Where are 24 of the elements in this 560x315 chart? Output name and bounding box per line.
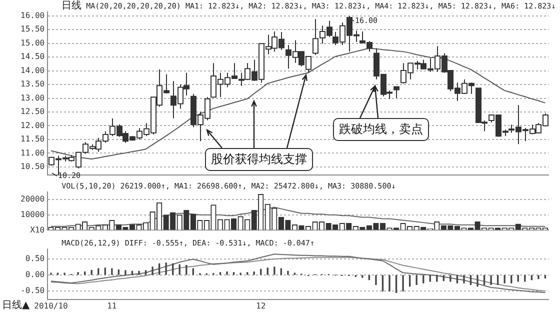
y-tick-label: X10 xyxy=(30,225,45,234)
y-tick-label: 11.50 xyxy=(20,134,45,144)
annotation: 跌破均线，卖点 xyxy=(333,118,429,141)
y-tick-label: -0.50 xyxy=(20,286,45,296)
y-tick-label: 14.00 xyxy=(20,66,45,75)
annotation: 股价获得均线支撑 xyxy=(205,148,313,171)
y-tick-label: 11.00 xyxy=(20,148,45,158)
x-tick-label: 2010/10 xyxy=(34,301,68,310)
y-tick-label: 20000 xyxy=(20,194,45,204)
y-tick-label: 15.00 xyxy=(20,38,45,48)
y-tick-label: 12.00 xyxy=(20,120,45,130)
y-tick-label: 13.50 xyxy=(20,80,45,89)
y-tick-label: 15.50 xyxy=(20,24,45,34)
y-tick-label: 12.50 xyxy=(20,107,45,116)
y-tick-label: 13.00 xyxy=(20,93,45,102)
x-tick-label: 11 xyxy=(107,301,117,310)
x-tick-label: 12 xyxy=(256,301,266,310)
y-tick-label: 16.00 xyxy=(20,10,45,20)
y-tick-label: 0.50 xyxy=(25,254,45,264)
y-tick-label: 0.00 xyxy=(25,270,45,280)
text: 日线▲ xyxy=(2,298,30,312)
y-tick-label: 14.50 xyxy=(20,52,45,62)
y-tick-label: 10.50 xyxy=(20,162,45,172)
y-tick-label: 10000 xyxy=(20,210,45,219)
